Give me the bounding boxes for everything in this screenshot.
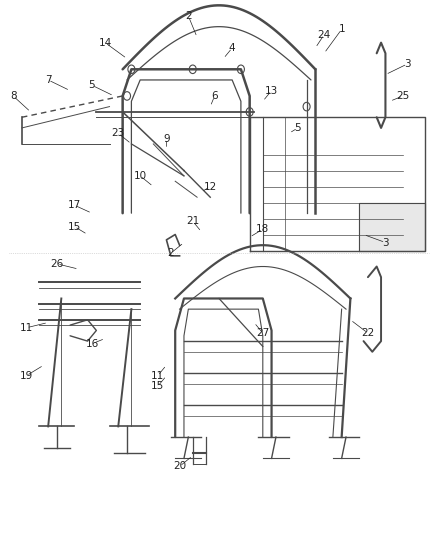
Text: 24: 24 [318, 30, 331, 39]
Text: 8: 8 [10, 91, 17, 101]
Text: 26: 26 [50, 259, 64, 269]
Text: 7: 7 [45, 75, 52, 85]
Text: 16: 16 [85, 339, 99, 349]
Polygon shape [359, 203, 425, 251]
Text: 13: 13 [265, 86, 278, 95]
Text: 6: 6 [211, 91, 218, 101]
Text: 25: 25 [396, 91, 410, 101]
Text: 21: 21 [186, 216, 199, 226]
Text: 27: 27 [256, 328, 269, 338]
Text: 4: 4 [229, 43, 236, 53]
Text: 1: 1 [338, 25, 345, 34]
Text: 11: 11 [151, 371, 164, 381]
Text: 3: 3 [382, 238, 389, 247]
Text: 23: 23 [112, 128, 125, 138]
Text: 20: 20 [173, 462, 186, 471]
Text: 17: 17 [68, 200, 81, 210]
Text: 14: 14 [99, 38, 112, 47]
Text: 2: 2 [167, 248, 174, 258]
Text: 18: 18 [256, 224, 269, 234]
Text: 9: 9 [163, 134, 170, 143]
Text: 2: 2 [185, 11, 192, 21]
Text: 22: 22 [361, 328, 374, 338]
Text: 12: 12 [204, 182, 217, 191]
Text: 5: 5 [294, 123, 301, 133]
Text: 3: 3 [404, 59, 411, 69]
Text: 15: 15 [68, 222, 81, 231]
Text: 5: 5 [88, 80, 95, 90]
Text: 19: 19 [20, 371, 33, 381]
Text: 10: 10 [134, 171, 147, 181]
Text: 11: 11 [20, 323, 33, 333]
Text: 15: 15 [151, 382, 164, 391]
